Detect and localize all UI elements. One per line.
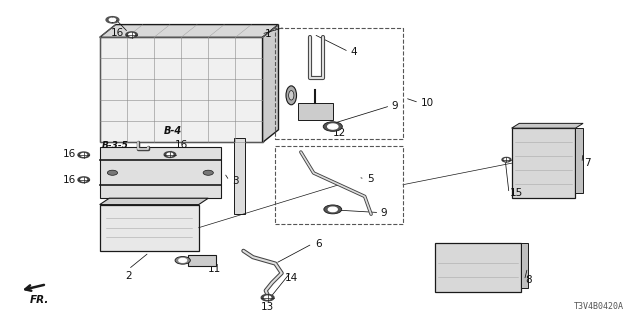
Circle shape bbox=[78, 177, 90, 183]
Text: 16: 16 bbox=[111, 28, 124, 37]
Circle shape bbox=[175, 257, 190, 264]
Text: 13: 13 bbox=[261, 302, 275, 312]
Text: 8: 8 bbox=[525, 276, 532, 285]
Text: 16: 16 bbox=[63, 149, 76, 159]
Circle shape bbox=[81, 178, 86, 181]
Bar bbox=[275, 28, 403, 139]
Bar bbox=[575, 128, 583, 194]
Text: 16: 16 bbox=[174, 140, 188, 150]
Circle shape bbox=[179, 259, 186, 262]
Bar bbox=[188, 255, 216, 266]
Circle shape bbox=[108, 170, 118, 175]
Circle shape bbox=[129, 33, 134, 36]
Circle shape bbox=[324, 205, 342, 214]
Text: 10: 10 bbox=[421, 98, 434, 108]
Bar bbox=[100, 204, 198, 251]
Circle shape bbox=[264, 296, 271, 299]
Text: 15: 15 bbox=[510, 188, 524, 198]
Text: 2: 2 bbox=[125, 271, 132, 281]
Bar bbox=[435, 243, 521, 292]
Circle shape bbox=[81, 154, 86, 156]
Circle shape bbox=[126, 32, 138, 38]
Text: 12: 12 bbox=[333, 128, 346, 138]
Text: 9: 9 bbox=[392, 101, 398, 111]
Bar bbox=[100, 147, 221, 198]
Text: T3V4B0420A: T3V4B0420A bbox=[573, 302, 623, 311]
Circle shape bbox=[323, 122, 342, 131]
Text: 3: 3 bbox=[232, 176, 239, 186]
Circle shape bbox=[328, 207, 337, 212]
Bar bbox=[298, 103, 333, 120]
Text: 7: 7 bbox=[584, 158, 590, 168]
Circle shape bbox=[328, 124, 338, 129]
Ellipse shape bbox=[289, 91, 294, 100]
Text: 6: 6 bbox=[315, 239, 321, 249]
Text: B-4: B-4 bbox=[164, 126, 182, 136]
Polygon shape bbox=[100, 198, 208, 204]
Circle shape bbox=[504, 159, 509, 161]
Text: 1: 1 bbox=[264, 29, 271, 39]
Bar bbox=[511, 128, 575, 198]
Circle shape bbox=[167, 153, 173, 156]
Polygon shape bbox=[511, 123, 583, 128]
Bar bbox=[275, 146, 403, 224]
Ellipse shape bbox=[286, 86, 296, 105]
Text: 11: 11 bbox=[208, 264, 221, 274]
Bar bbox=[100, 37, 262, 142]
Text: 16: 16 bbox=[63, 175, 76, 185]
Circle shape bbox=[106, 17, 119, 23]
Text: 4: 4 bbox=[351, 47, 357, 57]
Text: B-3-5: B-3-5 bbox=[102, 141, 129, 150]
Polygon shape bbox=[262, 25, 278, 142]
Bar bbox=[234, 138, 245, 214]
Circle shape bbox=[203, 170, 213, 175]
Circle shape bbox=[109, 18, 116, 21]
Text: 14: 14 bbox=[285, 273, 298, 283]
Circle shape bbox=[78, 152, 90, 158]
Polygon shape bbox=[100, 25, 278, 37]
Text: 5: 5 bbox=[367, 174, 374, 184]
Text: 9: 9 bbox=[381, 208, 387, 218]
Circle shape bbox=[502, 157, 511, 162]
Circle shape bbox=[261, 294, 274, 301]
Circle shape bbox=[164, 152, 175, 157]
Text: FR.: FR. bbox=[29, 295, 49, 305]
Bar bbox=[521, 243, 527, 288]
